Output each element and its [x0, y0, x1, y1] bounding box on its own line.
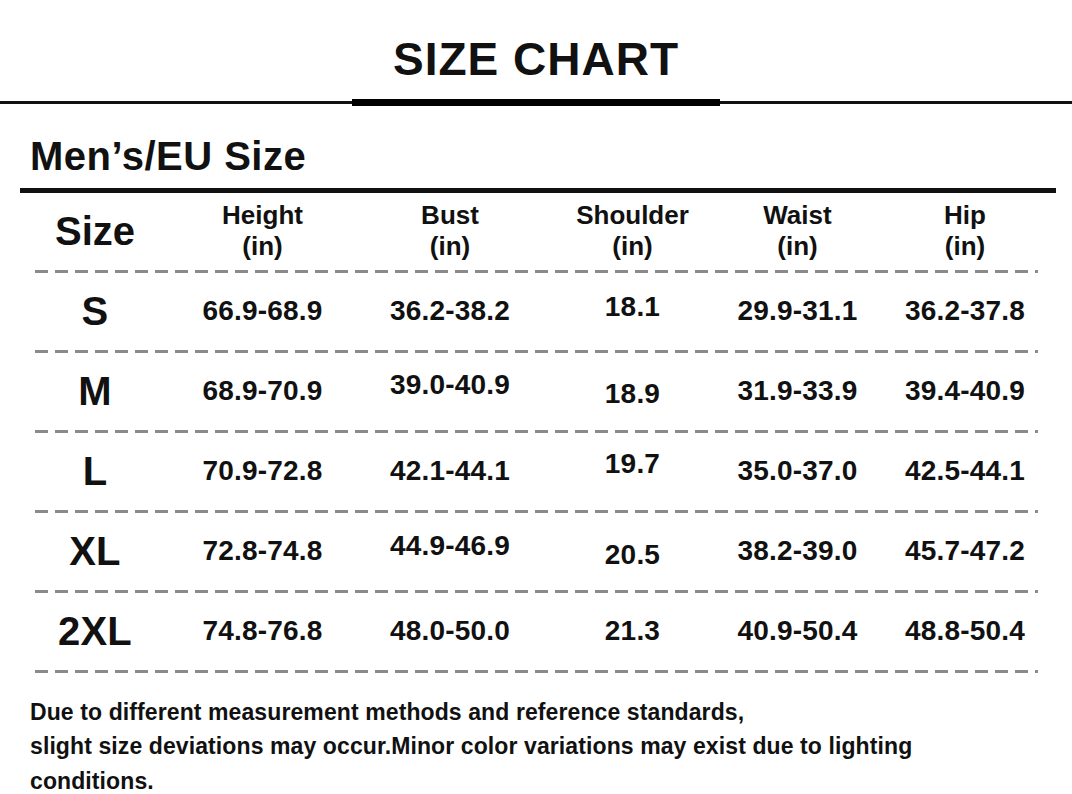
title-underline — [352, 99, 720, 106]
col-header-unit: (in) — [875, 231, 1055, 262]
hip-cell: 48.8-50.4 — [875, 615, 1055, 647]
bust-cell: 39.0-40.9 — [355, 369, 545, 401]
size-cell: XL — [20, 529, 170, 574]
disclaimer-line-2: slight size deviations may occur.Minor c… — [30, 729, 1042, 794]
row-divider — [35, 670, 1038, 673]
waist-cell: 29.9-31.1 — [720, 295, 875, 327]
hip-cell: 36.2-37.8 — [875, 295, 1055, 327]
disclaimer-line-1: Due to different measurement methods and… — [30, 695, 1042, 730]
table-row: L 70.9-72.8 42.1-44.1 19.7 35.0-37.0 42.… — [20, 433, 1055, 510]
col-header-label: Hip — [944, 200, 986, 230]
waist-cell: 40.9-50.4 — [720, 615, 875, 647]
col-header-label: Size — [55, 209, 135, 253]
shoulder-cell: 18.9 — [545, 378, 720, 410]
section-heading: Men’s/EU Size — [30, 134, 1072, 179]
size-table: Size Height (in) Bust (in) Shoulder (in)… — [20, 193, 1055, 673]
col-header-unit: (in) — [355, 231, 545, 262]
height-cell: 72.8-74.8 — [170, 535, 355, 567]
col-header-waist: Waist (in) — [720, 200, 875, 262]
shoulder-cell: 21.3 — [545, 615, 720, 647]
size-cell: S — [20, 289, 170, 334]
col-header-height: Height (in) — [170, 200, 355, 262]
size-cell: 2XL — [20, 609, 170, 654]
bust-cell: 44.9-46.9 — [355, 530, 545, 562]
col-header-label: Shoulder — [576, 200, 689, 230]
waist-cell: 35.0-37.0 — [720, 455, 875, 487]
table-row: S 66.9-68.9 36.2-38.2 18.1 29.9-31.1 36.… — [20, 273, 1055, 350]
size-cell: M — [20, 369, 170, 414]
shoulder-cell: 19.7 — [545, 448, 720, 480]
waist-cell: 31.9-33.9 — [720, 375, 875, 407]
hip-cell: 42.5-44.1 — [875, 455, 1055, 487]
bust-cell: 36.2-38.2 — [355, 295, 545, 327]
height-cell: 70.9-72.8 — [170, 455, 355, 487]
col-header-label: Waist — [763, 200, 831, 230]
hip-cell: 39.4-40.9 — [875, 375, 1055, 407]
table-row: 2XL 74.8-76.8 48.0-50.0 21.3 40.9-50.4 4… — [20, 593, 1055, 670]
hip-cell: 45.7-47.2 — [875, 535, 1055, 567]
size-cell: L — [20, 449, 170, 494]
bust-cell: 48.0-50.0 — [355, 615, 545, 647]
waist-cell: 38.2-39.0 — [720, 535, 875, 567]
col-header-label: Height — [222, 200, 303, 230]
title-divider — [0, 101, 1072, 104]
height-cell: 68.9-70.9 — [170, 375, 355, 407]
col-header-unit: (in) — [720, 231, 875, 262]
disclaimer-text: Due to different measurement methods and… — [30, 695, 1042, 794]
col-header-unit: (in) — [545, 231, 720, 262]
col-header-bust: Bust (in) — [355, 200, 545, 262]
bust-cell: 42.1-44.1 — [355, 455, 545, 487]
col-header-hip: Hip (in) — [875, 200, 1055, 262]
table-header-row: Size Height (in) Bust (in) Shoulder (in)… — [20, 193, 1055, 270]
page-title: SIZE CHART — [0, 0, 1072, 85]
height-cell: 74.8-76.8 — [170, 615, 355, 647]
height-cell: 66.9-68.9 — [170, 295, 355, 327]
size-chart-page: SIZE CHART Men’s/EU Size Size Height (in… — [0, 0, 1072, 794]
table-row: XL 72.8-74.8 44.9-46.9 20.5 38.2-39.0 45… — [20, 513, 1055, 590]
shoulder-cell: 20.5 — [545, 539, 720, 571]
col-header-label: Bust — [421, 200, 479, 230]
table-row: M 68.9-70.9 39.0-40.9 18.9 31.9-33.9 39.… — [20, 353, 1055, 430]
col-header-size: Size — [20, 207, 170, 255]
col-header-unit: (in) — [170, 231, 355, 262]
shoulder-cell: 18.1 — [545, 291, 720, 323]
col-header-shoulder: Shoulder (in) — [545, 200, 720, 262]
